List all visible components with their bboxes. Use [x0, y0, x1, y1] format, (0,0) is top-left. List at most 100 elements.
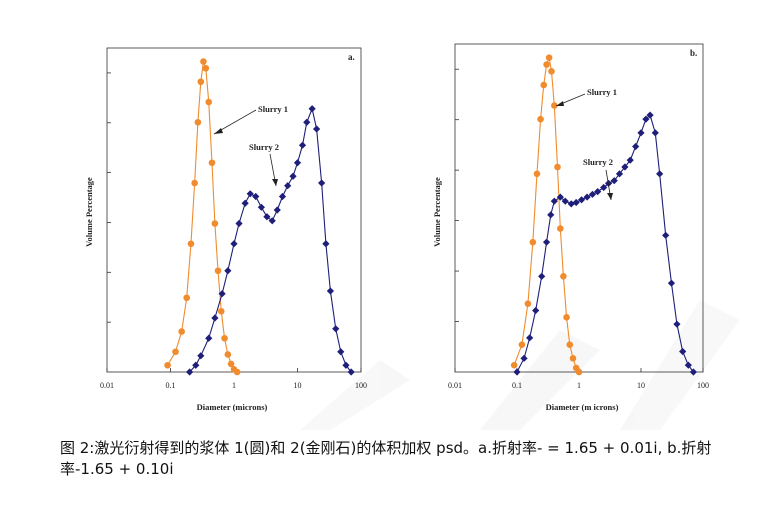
- x-tick-label-b-4: 100: [697, 381, 709, 390]
- data-point-b-1-10: [551, 102, 558, 109]
- data-point-b-2-28: [662, 231, 670, 239]
- series-line-b-2: [516, 114, 694, 373]
- x-tick-label-a-2: 1: [232, 381, 236, 390]
- series-line-b-1: [513, 55, 580, 373]
- x-axis-label-a: Diameter (microns): [197, 402, 268, 412]
- annotation-slurry1-a: Slurry 1: [258, 104, 288, 114]
- series-group-a: [164, 58, 355, 376]
- data-point-a-1-9: [202, 64, 210, 72]
- data-point-a-2-9: [241, 199, 249, 207]
- x-tick-label-b-1: 0.1: [512, 381, 522, 390]
- data-point-a-2-12: [257, 203, 265, 211]
- data-point-a-2-22: [308, 105, 316, 113]
- data-point-b-2-33: [689, 368, 697, 376]
- data-point-a-2-26: [326, 287, 335, 295]
- data-point-b-2-10: [567, 200, 575, 208]
- x-axis-label-b: Diameter (m icrons): [546, 402, 619, 412]
- data-point-b-1-14: [563, 314, 570, 321]
- data-point-b-2-8: [556, 193, 564, 201]
- data-point-b-2-21: [626, 156, 634, 164]
- data-point-b-1-5: [537, 115, 544, 123]
- data-point-b-2-25: [646, 111, 654, 119]
- data-point-b-1-4: [533, 170, 541, 178]
- data-point-a-2-30: [347, 368, 355, 376]
- data-point-b-2-23: [637, 129, 645, 137]
- data-point-b-1-8: [545, 54, 553, 61]
- chart-panel-a: 0.01 0.1 1 10 100 a. Diameter (microns) Volu…: [84, 47, 367, 412]
- data-point-b-1-16: [569, 355, 577, 362]
- data-point-a-2-15: [273, 206, 281, 214]
- data-point-b-1-6: [540, 81, 548, 89]
- data-point-b-1-9: [548, 68, 555, 75]
- data-point-a-2-2: [197, 352, 205, 360]
- data-point-a-1-15: [221, 334, 228, 342]
- data-point-a-2-24: [318, 179, 326, 187]
- data-point-a-1-2: [178, 328, 185, 335]
- data-point-b-2-5: [542, 238, 551, 246]
- data-point-a-2-20: [298, 141, 307, 149]
- annotation-slurry2-a: Slurry 2: [249, 142, 279, 152]
- data-point-a-1-7: [197, 78, 205, 86]
- data-point-b-1-13: [560, 273, 567, 280]
- data-point-b-2-32: [684, 361, 692, 369]
- arrowhead-slurry2-b: [607, 193, 613, 200]
- x-tick-label-a-0: 0.01: [100, 381, 114, 390]
- data-point-a-2-17: [284, 182, 292, 190]
- data-point-a-2-18: [289, 172, 297, 180]
- panel-label-a: a.: [348, 52, 355, 62]
- data-point-a-1-0: [164, 361, 171, 369]
- data-point-b-2-7: [550, 197, 558, 205]
- series-line-a-1: [167, 61, 238, 373]
- data-point-a-2-14: [268, 217, 276, 225]
- data-point-b-2-30: [673, 320, 681, 328]
- data-point-b-1-12: [557, 225, 564, 232]
- data-point-a-2-1: [192, 361, 200, 369]
- data-point-b-2-19: [615, 170, 624, 178]
- arrowhead-slurry1-a: [214, 128, 223, 134]
- data-point-b-2-26: [651, 129, 659, 137]
- data-point-a-2-23: [313, 125, 321, 133]
- plot-frame-b: [454, 43, 704, 373]
- data-point-b-2-27: [656, 170, 664, 178]
- data-point-b-2-0: [513, 368, 521, 376]
- annotation-slurry2-b: Slurry 2: [583, 157, 613, 167]
- data-point-b-2-24: [642, 115, 650, 123]
- data-point-b-2-18: [610, 177, 618, 185]
- data-point-b-2-13: [583, 193, 591, 201]
- panel-label-b: b.: [690, 48, 697, 58]
- x-tick-label-a-3: 10: [294, 381, 302, 390]
- data-point-a-1-19: [233, 368, 241, 376]
- data-point-a-2-6: [224, 267, 232, 275]
- data-point-a-2-13: [263, 213, 271, 221]
- data-point-a-1-4: [187, 240, 195, 248]
- data-point-b-2-6: [547, 211, 555, 219]
- data-point-b-2-16: [600, 183, 608, 192]
- data-point-a-2-28: [337, 348, 345, 356]
- data-point-b-1-2: [524, 300, 532, 307]
- data-point-b-1-3: [529, 238, 537, 246]
- data-point-b-2-14: [588, 190, 597, 198]
- data-point-a-1-5: [191, 179, 198, 187]
- data-point-a-2-0: [186, 368, 194, 376]
- data-point-a-2-16: [278, 192, 287, 201]
- data-point-b-1-0: [510, 361, 518, 369]
- data-point-a-2-5: [218, 290, 226, 298]
- arrowhead-slurry1-b: [556, 101, 564, 106]
- x-tick-label-a-1: 0.1: [166, 381, 176, 390]
- data-point-a-2-25: [322, 240, 330, 248]
- y-ticks-a: [107, 72, 111, 323]
- data-point-b-2-2: [526, 334, 534, 342]
- data-point-a-2-19: [293, 159, 302, 167]
- x-tick-label-a-4: 100: [355, 381, 367, 390]
- data-point-a-1-6: [194, 118, 202, 126]
- y-axis-label-b: Volume Percentage: [432, 177, 442, 247]
- data-point-a-1-17: [227, 360, 235, 368]
- data-point-a-1-10: [205, 98, 213, 106]
- data-point-a-2-11: [252, 192, 260, 201]
- data-point-b-2-31: [679, 347, 687, 356]
- data-point-a-2-7: [230, 240, 238, 248]
- data-point-b-2-15: [594, 188, 602, 196]
- data-point-a-1-12: [211, 220, 219, 227]
- x-tick-label-b-2: 1: [577, 381, 581, 390]
- data-point-b-1-15: [566, 341, 574, 348]
